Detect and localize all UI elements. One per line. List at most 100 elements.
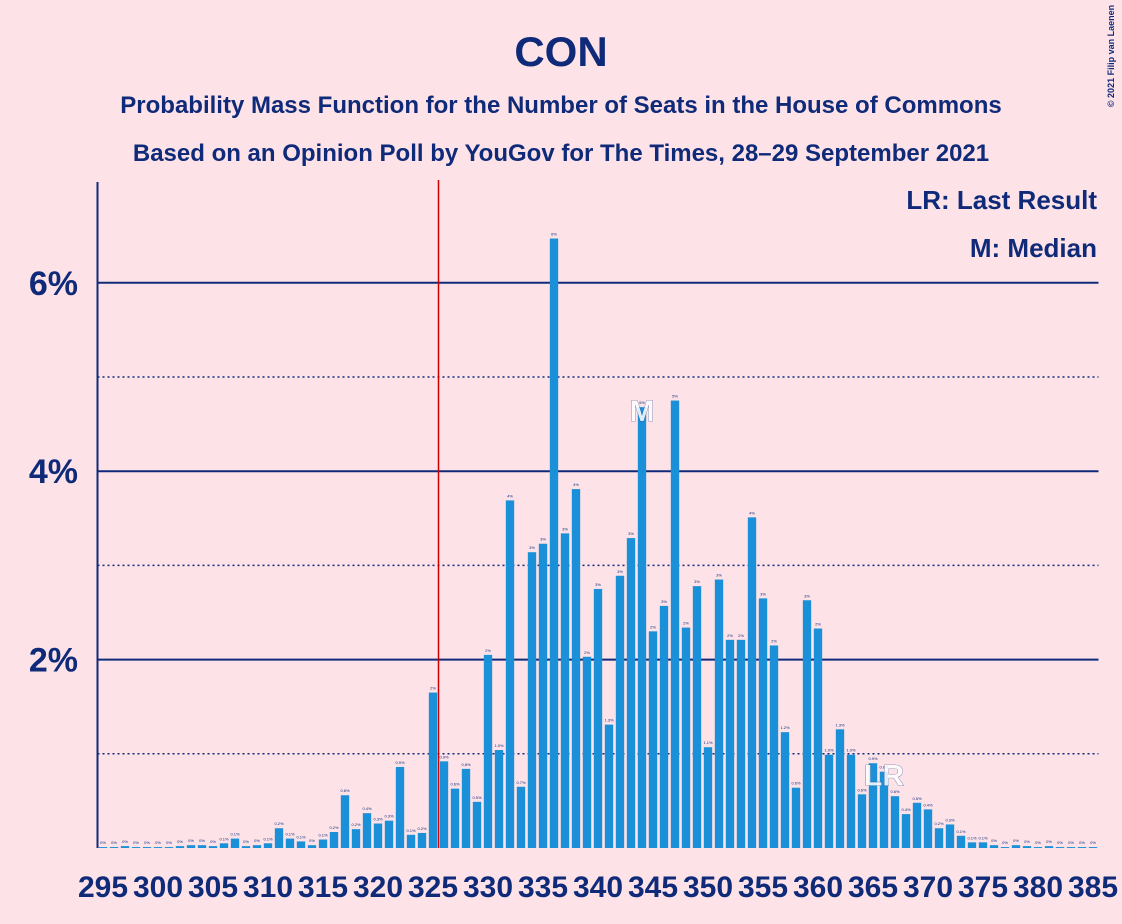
value-label: 0.6% [340, 788, 350, 793]
value-label: 0.2% [329, 825, 339, 830]
value-label: 1.3% [604, 718, 614, 723]
chart-title: CON [514, 28, 607, 75]
bar [153, 847, 163, 848]
bar [868, 763, 878, 848]
value-label: 2% [485, 648, 491, 653]
bar [626, 538, 636, 848]
value-label: 5% [639, 400, 645, 405]
value-label: 0% [166, 840, 172, 845]
bar [923, 809, 933, 848]
bar [604, 724, 614, 848]
bar [252, 845, 262, 848]
value-label: 0.3% [384, 814, 394, 819]
value-label: 0.3% [945, 817, 955, 822]
bar [989, 845, 999, 848]
bar [1000, 847, 1010, 848]
value-label: 0% [1002, 840, 1008, 845]
bar [428, 692, 438, 848]
x-tick-label: 380 [1013, 871, 1063, 904]
value-label: 3% [716, 573, 722, 578]
value-label: 0% [155, 840, 161, 845]
bar [769, 645, 779, 848]
value-label: 0% [133, 840, 139, 845]
bar [857, 794, 867, 848]
bar [681, 627, 691, 848]
x-tick-label: 305 [188, 871, 238, 904]
x-tick-label: 325 [408, 871, 458, 904]
value-label: 0% [1013, 838, 1019, 843]
value-label: 1.0% [846, 748, 856, 753]
credit: © 2021 Filip van Laenen [1106, 5, 1116, 107]
bar [406, 834, 416, 848]
value-label: 3% [529, 545, 535, 550]
value-label: 0% [100, 840, 106, 845]
value-label: 2% [771, 638, 777, 643]
value-label: 2% [738, 633, 744, 638]
bar [879, 771, 889, 848]
value-label: 3% [804, 593, 810, 598]
value-label: 0.1% [406, 828, 416, 833]
value-label: 0.1% [296, 834, 306, 839]
value-label: 0% [199, 838, 205, 843]
bar [483, 654, 493, 848]
bar [901, 814, 911, 848]
value-label: 1.0% [824, 748, 834, 753]
value-label: 0.4% [362, 806, 372, 811]
x-tick-label: 295 [78, 871, 128, 904]
bar [340, 795, 350, 848]
value-label: 1.2% [780, 725, 790, 730]
bar [1022, 846, 1032, 848]
bar [703, 747, 713, 848]
value-label: 0.1% [219, 836, 229, 841]
x-tick-label: 360 [793, 871, 843, 904]
legend-text: LR: Last Result [906, 185, 1097, 215]
bar [736, 639, 746, 848]
value-label: 0.2% [274, 821, 284, 826]
bar [109, 847, 119, 848]
value-label: 0.4% [901, 807, 911, 812]
x-tick-label: 335 [518, 871, 568, 904]
bar [351, 829, 361, 848]
value-label: 2% [430, 686, 436, 691]
bar [582, 656, 592, 848]
bar [494, 750, 504, 848]
bar [802, 600, 812, 848]
value-label: 3% [595, 582, 601, 587]
value-label: 1.3% [835, 722, 845, 727]
bar [307, 845, 317, 848]
value-label: 0.6% [450, 782, 460, 787]
bar [1088, 847, 1098, 848]
value-label: 3% [540, 537, 546, 542]
value-label: 3% [694, 579, 700, 584]
bar [120, 846, 130, 848]
value-label: 0% [254, 838, 260, 843]
value-label: 4% [507, 493, 513, 498]
bar [131, 847, 141, 848]
value-label: 0.6% [890, 789, 900, 794]
bar [1077, 847, 1087, 848]
x-tick-label: 330 [463, 871, 513, 904]
bar [241, 846, 251, 848]
value-label: 0.1% [263, 836, 273, 841]
bar [164, 847, 174, 848]
bar [208, 846, 218, 848]
value-label: 0.9% [439, 754, 449, 759]
bar [637, 407, 647, 848]
bar [296, 841, 306, 848]
marker-label: LR [864, 760, 904, 793]
bar [219, 843, 229, 848]
bar [461, 768, 471, 848]
x-tick-label: 345 [628, 871, 678, 904]
bar [659, 605, 669, 848]
marker-label: M [630, 395, 655, 428]
bar [615, 575, 625, 848]
bar [1055, 847, 1065, 848]
x-tick-label: 310 [243, 871, 293, 904]
value-label: 0.2% [351, 822, 361, 827]
x-tick-label: 370 [903, 871, 953, 904]
bar [384, 820, 394, 848]
value-label: 0.1% [285, 832, 295, 837]
value-label: 0% [111, 840, 117, 845]
value-label: 0% [1057, 840, 1063, 845]
